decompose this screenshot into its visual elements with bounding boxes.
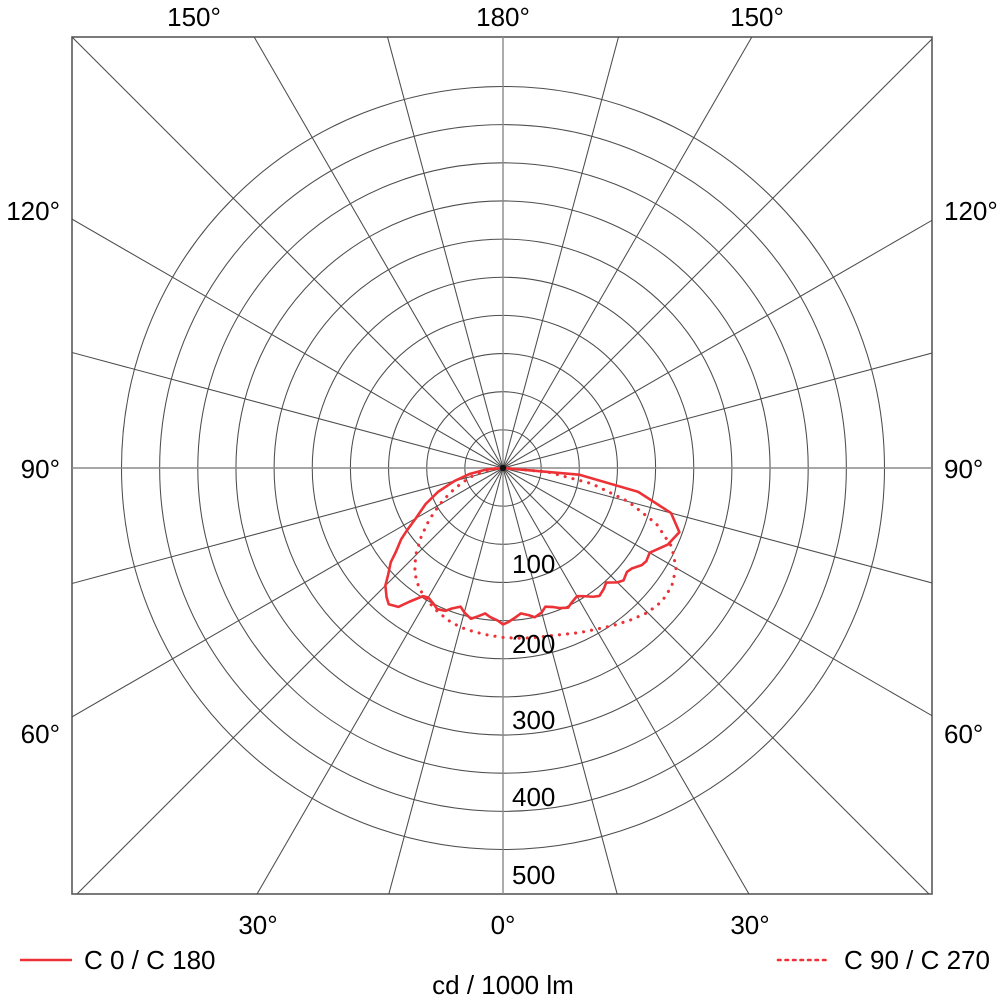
data-curves bbox=[384, 466, 681, 640]
radial-label-100: 100 bbox=[512, 549, 555, 579]
grid-spoke-30 bbox=[502, 467, 750, 894]
grid-spoke-285 bbox=[72, 467, 504, 585]
grid-spoke-120 bbox=[502, 219, 932, 469]
grid-spoke-105 bbox=[502, 352, 932, 469]
angle-label-top-left: 150° bbox=[167, 2, 221, 32]
curve-c90-c270 bbox=[413, 466, 678, 640]
angle-label-bottom-right: 30° bbox=[730, 910, 769, 940]
grid-spoke-240 bbox=[72, 218, 504, 469]
angle-label-bottom-center: 0° bbox=[491, 910, 516, 940]
radial-label-300: 300 bbox=[512, 705, 555, 735]
grid-spoke-15 bbox=[502, 467, 618, 894]
grid-spoke-300 bbox=[72, 467, 504, 718]
legend-item-c90-c270[interactable]: C 90 / C 270 bbox=[776, 945, 990, 975]
plot-frame bbox=[71, 36, 933, 895]
grid-spoke-255 bbox=[72, 351, 504, 469]
legend-label-c90-c270: C 90 / C 270 bbox=[844, 945, 990, 975]
grid-spoke-345 bbox=[388, 467, 504, 894]
grid-spoke-210 bbox=[253, 37, 504, 469]
radial-label-500: 500 bbox=[512, 860, 555, 890]
legend-label-c0-c180: C 0 / C 180 bbox=[84, 945, 216, 975]
grid-spoke-60 bbox=[502, 467, 932, 717]
angle-label-top-right: 150° bbox=[730, 2, 784, 32]
unit-label: cd / 1000 lm bbox=[432, 970, 574, 1000]
grid-spoke-75 bbox=[502, 467, 932, 584]
angle-label-bottom-left: 30° bbox=[238, 910, 277, 940]
origin-marker bbox=[499, 464, 507, 472]
grid-spoke-150 bbox=[502, 37, 753, 469]
radial-label-400: 400 bbox=[512, 782, 555, 812]
grid-spoke-195 bbox=[386, 37, 504, 469]
legend-item-c0-c180[interactable]: C 0 / C 180 bbox=[20, 945, 216, 975]
radial-label-200: 200 bbox=[512, 629, 555, 659]
curve-c0-c180 bbox=[384, 466, 681, 626]
angle-label-left-90: 90° bbox=[21, 454, 60, 484]
angle-label-right-120: 120° bbox=[944, 196, 998, 226]
angle-label-left-120: 120° bbox=[6, 196, 60, 226]
angle-label-left-60: 60° bbox=[21, 719, 60, 749]
grid-spoke-165 bbox=[502, 37, 620, 469]
grid-spoke-135 bbox=[502, 38, 932, 469]
grid-spoke-330 bbox=[256, 467, 504, 894]
angle-label-right-90: 90° bbox=[944, 454, 983, 484]
angle-label-right-60: 60° bbox=[944, 719, 983, 749]
grid-spoke-225 bbox=[72, 37, 504, 469]
grid-spoke-315 bbox=[76, 467, 504, 894]
angle-label-top-center: 180° bbox=[476, 2, 530, 32]
grid-spoke-45 bbox=[502, 467, 930, 894]
